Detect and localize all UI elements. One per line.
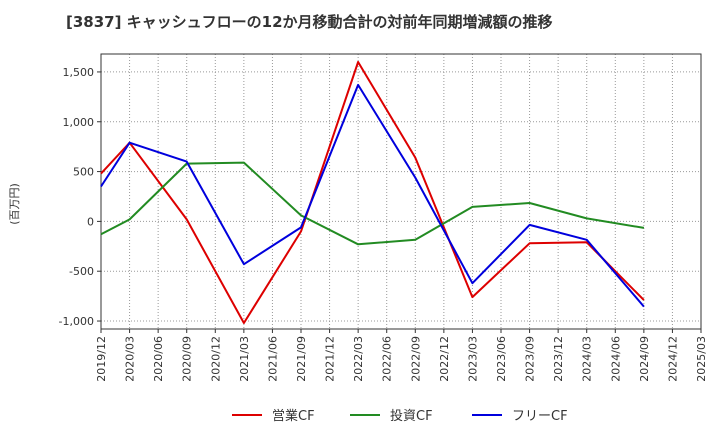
x-tick-label: 2020/09 bbox=[181, 336, 194, 382]
x-tick-label: 2024/03 bbox=[581, 336, 594, 382]
y-axis: 1,500 1,000 500 0 -500 -1,000 bbox=[59, 66, 101, 328]
legend-label-1: 営業CF bbox=[272, 408, 315, 424]
grid bbox=[101, 54, 701, 329]
x-tick-label: 2020/03 bbox=[124, 336, 137, 382]
y-tick-label: 1,000 bbox=[63, 116, 95, 129]
x-tick-label: 2021/06 bbox=[266, 336, 279, 382]
x-tick-label: 2020/06 bbox=[152, 336, 165, 382]
y-tick-label: 500 bbox=[73, 166, 94, 179]
x-tick-label: 2022/09 bbox=[409, 336, 422, 382]
x-tick-label: 2024/12 bbox=[666, 336, 679, 382]
series-line-2 bbox=[100, 161, 645, 246]
legend-label-3: フリーCF bbox=[512, 409, 568, 424]
x-tick-label: 2023/06 bbox=[495, 336, 508, 382]
x-tick-label: 2023/09 bbox=[524, 336, 537, 382]
series-lines bbox=[100, 61, 645, 324]
legend-label-2: 投資CF bbox=[390, 408, 433, 424]
x-tick-label: 2022/06 bbox=[381, 336, 394, 382]
x-tick-label: 2023/12 bbox=[552, 336, 565, 382]
x-tick-label: 2025/03 bbox=[695, 336, 708, 382]
x-tick-label: 2022/03 bbox=[352, 336, 365, 382]
x-tick-label: 2023/03 bbox=[466, 336, 479, 382]
plot-area bbox=[100, 53, 702, 330]
y-tick-label: -1,000 bbox=[59, 315, 94, 328]
x-axis: 2019/12 2020/03 2020/06 2020/09 2020/12 2021/… bbox=[95, 329, 708, 382]
x-tick-label: 2024/09 bbox=[638, 336, 651, 382]
y-tick-label: -500 bbox=[69, 265, 94, 278]
x-tick-label: 2021/12 bbox=[324, 336, 337, 382]
series-line-3 bbox=[100, 83, 645, 308]
y-axis-label: (百万円) bbox=[8, 183, 21, 225]
x-tick-label: 2024/06 bbox=[609, 336, 622, 382]
y-tick-label: 0 bbox=[87, 215, 94, 228]
x-tick-label: 2021/03 bbox=[238, 336, 251, 382]
x-tick-label: 2020/12 bbox=[209, 336, 222, 382]
y-tick-label: 1,500 bbox=[63, 66, 95, 79]
x-tick-label: 2022/12 bbox=[438, 336, 451, 382]
chart-title: [3837] キャッシュフローの12か月移動合計の対前年同期増減額の推移 bbox=[66, 13, 553, 31]
x-tick-label: 2021/09 bbox=[295, 336, 308, 382]
x-tick-label: 2019/12 bbox=[95, 336, 108, 382]
series-line-1 bbox=[100, 61, 645, 324]
legend: 営業CF 投資CF フリーCF bbox=[232, 408, 568, 424]
